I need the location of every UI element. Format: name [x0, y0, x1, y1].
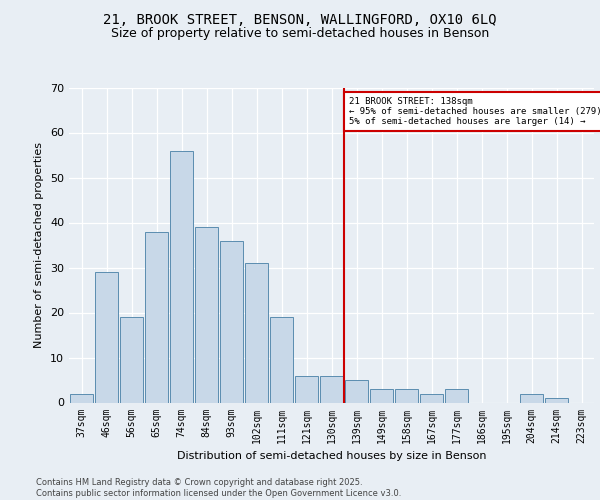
Bar [320, 376, 343, 402]
Text: Contains HM Land Registry data © Crown copyright and database right 2025.
Contai: Contains HM Land Registry data © Crown c… [36, 478, 401, 498]
Bar [119, 317, 143, 402]
Bar [520, 394, 544, 402]
Bar [295, 376, 319, 402]
Bar [445, 389, 469, 402]
Text: 21, BROOK STREET, BENSON, WALLINGFORD, OX10 6LQ: 21, BROOK STREET, BENSON, WALLINGFORD, O… [103, 12, 497, 26]
Bar [194, 227, 218, 402]
Bar [145, 232, 169, 402]
Bar [95, 272, 118, 402]
Bar [545, 398, 568, 402]
Bar [419, 394, 443, 402]
Text: 21 BROOK STREET: 138sqm
← 95% of semi-detached houses are smaller (279)
5% of se: 21 BROOK STREET: 138sqm ← 95% of semi-de… [349, 96, 600, 126]
Y-axis label: Number of semi-detached properties: Number of semi-detached properties [34, 142, 44, 348]
Text: Size of property relative to semi-detached houses in Benson: Size of property relative to semi-detach… [111, 28, 489, 40]
Bar [395, 389, 418, 402]
X-axis label: Distribution of semi-detached houses by size in Benson: Distribution of semi-detached houses by … [177, 451, 486, 461]
Bar [245, 263, 268, 402]
Bar [70, 394, 94, 402]
Bar [269, 317, 293, 402]
Bar [370, 389, 394, 402]
Bar [170, 150, 193, 402]
Bar [220, 240, 244, 402]
Bar [344, 380, 368, 402]
